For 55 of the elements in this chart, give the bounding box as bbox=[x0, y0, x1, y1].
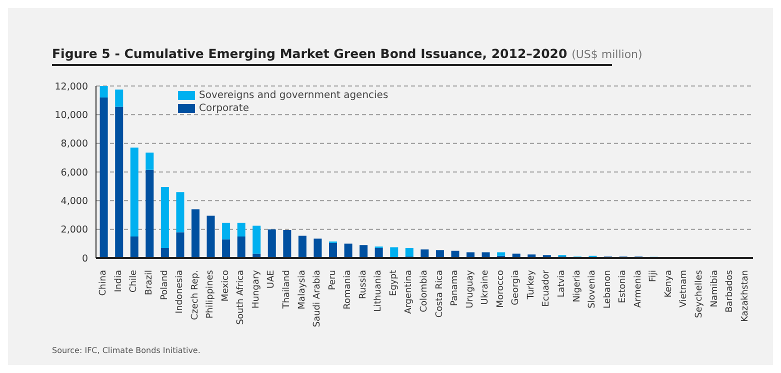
x-tick-label: India bbox=[114, 270, 124, 292]
x-tick-label: Lithuania bbox=[374, 270, 384, 312]
x-tick-label: Kenya bbox=[664, 270, 674, 298]
x-tick-label: Armenia bbox=[633, 270, 644, 308]
x-tick-label: Turkey bbox=[526, 269, 536, 300]
x-tick-label: Chile bbox=[129, 270, 140, 293]
y-tick-label: 0 bbox=[82, 253, 88, 264]
x-tick-label: Philippines bbox=[206, 270, 216, 318]
legend-label: Corporate bbox=[199, 103, 249, 114]
x-tick-label: Latvia bbox=[557, 270, 568, 298]
x-tick-label: Seychelles bbox=[694, 270, 705, 318]
x-tick-label: Indonesia bbox=[175, 270, 186, 314]
x-tick-label: Lebanon bbox=[602, 270, 613, 309]
legend-label: Sovereigns and government agencies bbox=[199, 90, 388, 101]
x-tick-label: Georgia bbox=[511, 270, 522, 306]
x-tick-label: Argentina bbox=[404, 270, 414, 314]
x-tick-label: Barbados bbox=[725, 270, 736, 313]
x-tick-label: Morocco bbox=[496, 270, 506, 308]
x-tick-label: Mexico bbox=[220, 270, 231, 302]
y-tick-label: 4,000 bbox=[60, 196, 88, 208]
x-tick-label: Vietnam bbox=[679, 270, 690, 308]
x-tick-label: China bbox=[98, 270, 109, 296]
x-tick-label: Poland bbox=[160, 270, 170, 300]
x-tick-label: Malaysia bbox=[297, 270, 308, 310]
x-tick-label: UAE bbox=[266, 270, 277, 288]
x-tick-label: Romania bbox=[343, 270, 354, 310]
x-tick-label: Costa Rica bbox=[434, 270, 445, 318]
x-tick-label: Kazakhstan bbox=[740, 270, 750, 322]
x-tick-label: Thailand bbox=[282, 270, 292, 310]
x-tick-label: Egypt bbox=[388, 270, 399, 296]
chart-subtitle: (US$ million) bbox=[572, 48, 642, 61]
x-tick-label: Uruguay bbox=[465, 269, 476, 308]
x-tick-label: Estonia bbox=[618, 270, 628, 304]
x-tick-label: Ukraine bbox=[480, 270, 491, 305]
x-tick-label: Slovenia bbox=[588, 270, 598, 308]
y-tick-label: 8,000 bbox=[60, 138, 88, 150]
x-tick-label: Russia bbox=[358, 270, 368, 299]
chart-title: Figure 5 - Cumulative Emerging Market Green Bond Issuance, 2012–2020 bbox=[52, 46, 568, 61]
x-tick-label: Peru bbox=[328, 270, 338, 290]
x-tick-label: Panama bbox=[450, 270, 460, 306]
x-tick-label: Namibia bbox=[710, 270, 720, 308]
x-tick-label: Czech Rep. bbox=[190, 270, 200, 320]
source-note: Source: IFC, Climate Bonds Initiative. bbox=[52, 346, 200, 355]
x-tick-label: Brazil bbox=[144, 270, 154, 296]
y-tick-label: 12,000 bbox=[54, 81, 88, 92]
x-tick-label: South Africa bbox=[236, 270, 246, 325]
x-tick-label: Ecuador bbox=[542, 270, 552, 307]
y-tick-label: 2,000 bbox=[60, 224, 88, 236]
x-tick-label: Hungary bbox=[251, 269, 262, 308]
y-tick-label: 10,000 bbox=[54, 110, 88, 122]
x-tick-label: Colombia bbox=[420, 270, 430, 312]
y-tick-label: 6,000 bbox=[60, 167, 88, 178]
x-tick-label: Fiji bbox=[648, 270, 659, 282]
x-tick-label: Saudi Arabia bbox=[312, 270, 323, 328]
x-tick-label: Nigeria bbox=[572, 270, 582, 302]
